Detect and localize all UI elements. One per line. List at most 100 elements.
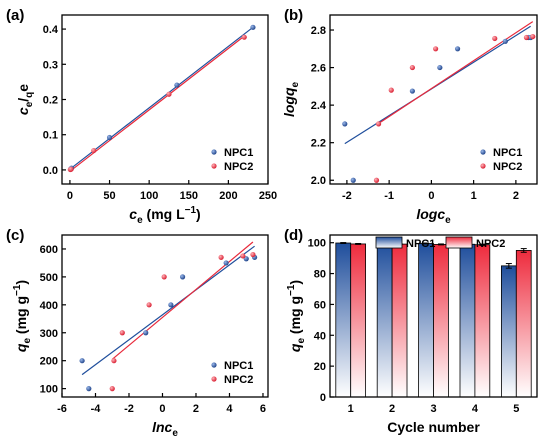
point-npc2 [146,302,152,308]
bar-npc1 [376,242,393,398]
point-npc2 [375,121,382,127]
point-npc2 [523,34,530,41]
point-npc2 [218,254,224,260]
y-tick-label: 80 [314,269,326,281]
point-npc2 [166,91,172,97]
x-tick-label: 4 [226,403,233,415]
x-tick-label: 2 [513,190,519,202]
point-npc2 [388,87,394,93]
x-tick-label: 0 [428,190,434,202]
legend-marker [480,163,486,169]
legend-marker [211,362,217,368]
point-npc1 [86,386,92,392]
bar-npc2 [391,243,408,398]
x-tick-label: 3 [430,403,436,415]
legend-label: NPC2 [224,161,253,173]
y-tick-label: 2.2 [311,138,326,150]
x-tick-label: 0 [159,403,165,415]
fit-line-npc1 [69,26,254,170]
plot-frame [329,14,538,185]
legend-swatch [375,236,403,249]
point-npc2 [373,177,380,183]
point-npc2 [530,33,536,40]
point-npc1 [350,177,356,183]
fit-line-npc2 [111,241,254,360]
x-tick-label: -1 [384,190,394,202]
panel-label: (a) [6,7,24,24]
point-npc2 [409,64,415,71]
point-npc2 [433,46,439,52]
legend-label: NPC2 [493,161,522,173]
x-axis-label: Cycle number [387,419,480,435]
y-tick-label: 200 [40,356,58,368]
bar-npc1 [418,243,434,398]
x-tick-label: 50 [103,190,115,202]
point-npc2 [240,253,246,259]
point-npc2 [68,166,74,172]
x-axis-label: logce [416,206,451,226]
point-npc1 [223,260,229,266]
fit-line-npc1 [81,245,255,376]
panel-d-recycling: (d) 0 20 40 60 80 100 1 2 3 4 5 Cycle number qe (mg g… [284,227,538,435]
y-axis-label: ce/qe [15,84,35,115]
panel-c-temkin: (c) 100 200 300 400 500 600 -6 -4 -2 0 2 4 6 lnce qe (m… [6,227,269,439]
x-axis-label: ce (mg L−1) [129,205,200,226]
x-tick-label: -2 [124,403,134,415]
y-tick-label: 0.3 [43,59,58,71]
legend-marker [211,149,217,155]
y-tick-label: 0.2 [43,95,58,107]
y-tick-label: 100 [40,384,58,396]
x-tick-label: 200 [219,190,237,202]
point-npc2 [492,35,498,42]
bar-npc2 [515,250,532,398]
y-tick-label: 0.4 [43,24,59,36]
plot-frame [329,234,538,398]
bar-npc2 [350,243,367,398]
legend-label: NPC1 [224,360,253,372]
fit-line-npc2 [69,35,245,172]
point-npc2 [111,358,117,364]
y-tick-label: 0.0 [43,165,58,177]
fit-line-npc2 [376,21,534,126]
legend-swatch [445,236,473,249]
legend-label: NPC1 [224,147,253,159]
point-npc1 [454,46,461,52]
y-axis-label: qe (mg g−1) [286,280,307,352]
point-npc1 [409,88,415,94]
y-tick-label: 500 [40,272,58,284]
panel-a-isotherm: (a) 0.0 0.1 0.2 0.3 0.4 0 50 100 150 200 250 ce (mg … [6,7,277,226]
x-tick-label: 100 [140,190,158,202]
y-axis-label: logqe [281,82,301,118]
x-tick-label: -2 [342,190,352,202]
panel-label: (c) [6,227,24,244]
y-tick-label: 20 [314,361,326,373]
x-tick-label: 1 [471,190,477,202]
y-tick-label: 2.6 [311,63,326,75]
legend-label: NPC2 [476,238,505,250]
y-tick-label: 2.4 [311,100,327,112]
x-tick-label: -6 [57,403,67,415]
panel-label: (b) [284,7,303,24]
bar-npc1 [459,243,476,398]
legend-label: NPC1 [493,147,522,159]
x-tick-label: 1 [348,403,354,415]
x-axis-label: lnce [152,419,178,439]
y-tick-label: 0 [320,392,326,404]
point-npc2 [161,274,167,280]
legend-label: NPC1 [406,238,435,250]
panel-label: (d) [284,227,303,244]
x-tick-label: 0 [67,190,73,202]
y-tick-label: 60 [314,299,326,311]
x-tick-label: 150 [180,190,198,202]
point-npc1 [250,24,256,30]
y-tick-label: 40 [314,330,326,342]
bar-npc2 [474,244,491,398]
point-npc2 [241,34,247,40]
point-npc2 [119,330,125,336]
point-npc1 [342,121,348,127]
point-npc2 [109,386,115,392]
point-npc1 [79,358,85,364]
point-npc1 [106,134,113,141]
y-tick-label: 0.1 [43,130,58,142]
